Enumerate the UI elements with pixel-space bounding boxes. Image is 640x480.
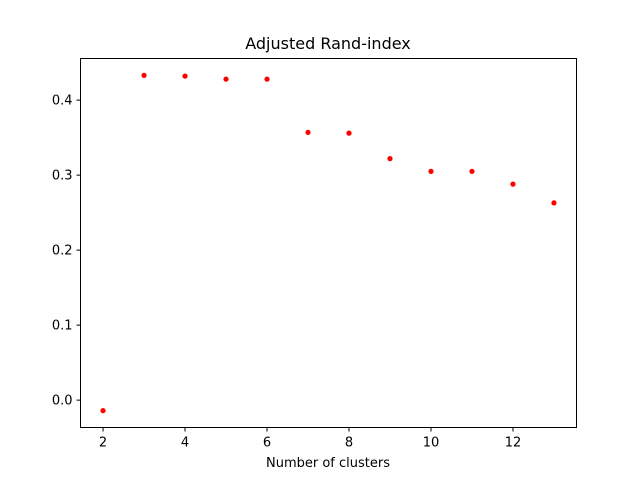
x-tick-label: 4: [181, 436, 189, 451]
y-tick-label: 0.1: [52, 319, 73, 334]
data-point: [100, 408, 106, 414]
y-axis-ticks: 0.0 0.1 0.2 0.3 0.4: [52, 94, 81, 409]
plot-area-frame: [80, 58, 577, 428]
data-point: [510, 181, 516, 187]
x-tick-label: 8: [345, 436, 353, 451]
y-tick-label: 0.4: [52, 94, 73, 109]
chart-title: Adjusted Rand-index: [245, 34, 411, 53]
y-tick-label: 0.3: [52, 169, 73, 184]
data-point: [469, 168, 475, 174]
x-tick-label: 2: [99, 436, 107, 451]
x-axis-ticks: 2 4 6 8 10 12: [99, 427, 522, 451]
x-tick-label: 12: [505, 436, 522, 451]
x-tick-label: 6: [263, 436, 271, 451]
y-tick-label: 0.0: [52, 394, 73, 409]
data-point: [264, 76, 270, 82]
x-axis-title: Number of clusters: [266, 456, 390, 471]
data-point: [223, 76, 229, 82]
data-point: [346, 130, 352, 136]
data-point: [182, 73, 188, 79]
data-point: [551, 200, 557, 206]
data-point: [428, 168, 434, 174]
data-point: [387, 156, 393, 162]
data-points: [100, 72, 557, 414]
x-tick-label: 10: [423, 436, 440, 451]
y-tick-label: 0.2: [52, 244, 73, 259]
data-point: [141, 72, 147, 78]
data-point: [305, 129, 311, 135]
